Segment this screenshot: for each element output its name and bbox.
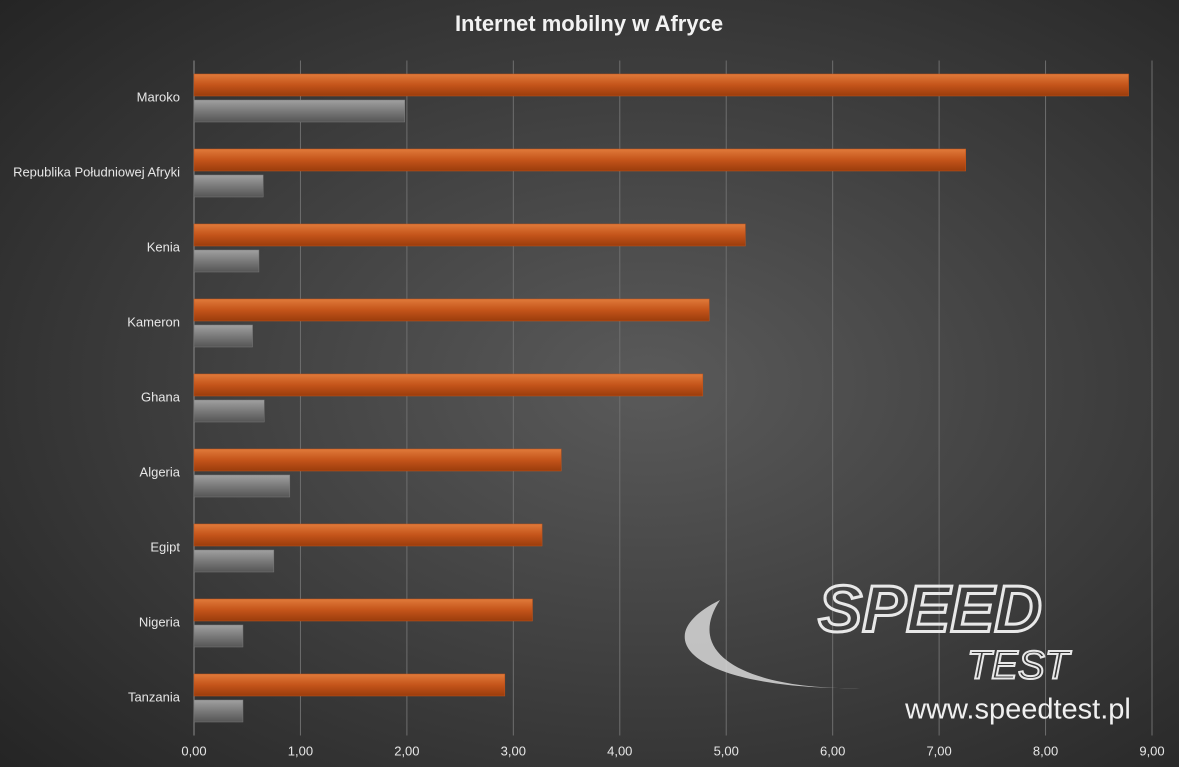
x-tick-label: 0,00 (181, 743, 206, 758)
bar (193, 373, 704, 397)
y-tick-label: Kenia (147, 239, 181, 254)
y-tick-label: Nigeria (139, 614, 181, 629)
bar (193, 174, 264, 198)
bar (193, 298, 710, 322)
y-tick-label: Republika Południowej Afryki (13, 164, 180, 179)
chart-title: Internet mobilny w Afryce (455, 11, 723, 36)
x-tick-label: 3,00 (501, 743, 526, 758)
y-tick-label: Kameron (127, 314, 180, 329)
y-tick-label: Algeria (140, 464, 181, 479)
logo-url: www.speedtest.pl (904, 694, 1131, 726)
x-tick-label: 8,00 (1033, 743, 1058, 758)
logo-swoosh (684, 600, 860, 689)
bar (193, 148, 966, 172)
bar (193, 448, 562, 472)
x-tick-label: 1,00 (288, 743, 313, 758)
x-tick-label: 9,00 (1139, 743, 1164, 758)
y-tick-label: Ghana (141, 389, 181, 404)
bar (193, 99, 406, 123)
bar (193, 523, 543, 547)
x-tick-label: 5,00 (714, 743, 739, 758)
bar (193, 474, 291, 498)
bar (193, 324, 253, 348)
logo-test: TEST (967, 644, 1072, 688)
x-tick-label: 2,00 (394, 743, 419, 758)
bar (193, 73, 1129, 97)
bar (193, 673, 506, 697)
x-tick-label: 6,00 (820, 743, 845, 758)
x-tick-label: 4,00 (607, 743, 632, 758)
bar (193, 699, 244, 723)
y-tick-label: Egipt (150, 539, 180, 554)
x-tick-label: 7,00 (926, 743, 951, 758)
bar (193, 399, 265, 423)
bar (193, 249, 260, 273)
y-tick-label: Maroko (137, 89, 180, 104)
y-tick-label: Tanzania (128, 689, 181, 704)
logo-speed: SPEED (818, 571, 1042, 645)
bar (193, 624, 244, 648)
bar (193, 223, 746, 247)
bar (193, 549, 275, 573)
bar (193, 598, 533, 622)
